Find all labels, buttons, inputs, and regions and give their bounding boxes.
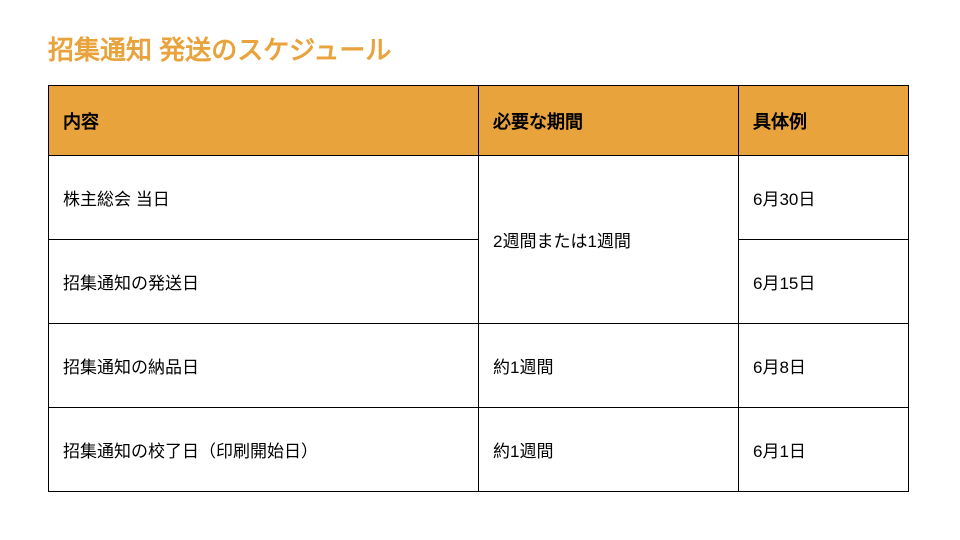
cell-period: 約1週間 (479, 408, 739, 492)
table-row: 招集通知の納品日 約1週間 6月8日 (49, 324, 909, 408)
cell-example: 6月15日 (739, 240, 909, 324)
cell-content: 招集通知の発送日 (49, 240, 479, 324)
cell-content: 招集通知の校了日（印刷開始日） (49, 408, 479, 492)
cell-content: 株主総会 当日 (49, 156, 479, 240)
table-header-row: 内容 必要な期間 具体例 (49, 86, 909, 156)
table-header-content: 内容 (49, 86, 479, 156)
table-row: 招集通知の校了日（印刷開始日） 約1週間 6月1日 (49, 408, 909, 492)
table-row: 株主総会 当日 2週間または1週間 6月30日 (49, 156, 909, 240)
schedule-table: 内容 必要な期間 具体例 株主総会 当日 2週間または1週間 6月30日 招集通… (48, 85, 909, 492)
cell-content: 招集通知の納品日 (49, 324, 479, 408)
table-header-period: 必要な期間 (479, 86, 739, 156)
cell-example: 6月1日 (739, 408, 909, 492)
page-title: 招集通知 発送のスケジュール (48, 30, 912, 67)
cell-period: 2週間または1週間 (479, 156, 739, 324)
table-header-example: 具体例 (739, 86, 909, 156)
cell-example: 6月30日 (739, 156, 909, 240)
cell-example: 6月8日 (739, 324, 909, 408)
cell-period: 約1週間 (479, 324, 739, 408)
